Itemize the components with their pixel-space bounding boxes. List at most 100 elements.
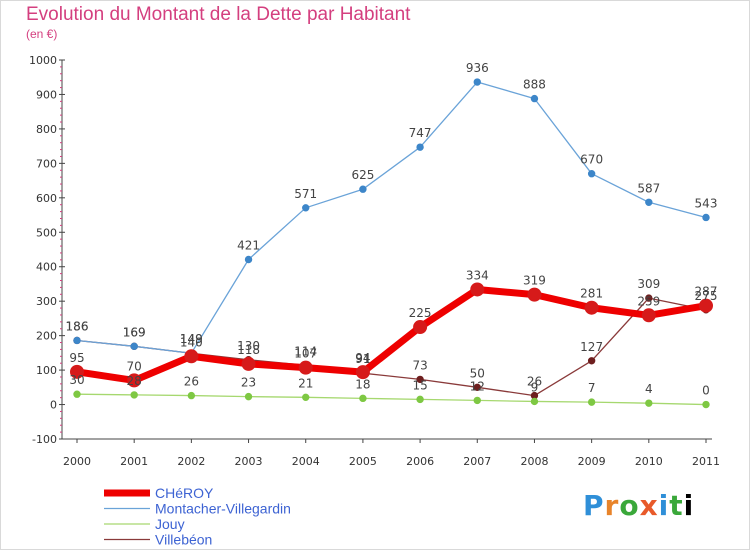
series-line — [76, 393, 707, 406]
data-point — [70, 364, 84, 379]
x-tick-label: 2009 — [578, 455, 606, 468]
data-label: 114 — [294, 344, 317, 358]
data-point — [302, 204, 310, 212]
x-tick-label: 2006 — [406, 455, 434, 468]
data-label: 149 — [180, 332, 203, 346]
data-point — [587, 357, 596, 365]
data-point — [645, 294, 653, 302]
unit-label: (en €) — [26, 27, 58, 41]
data-point — [355, 365, 370, 380]
x-tick-label: 2001 — [120, 455, 148, 468]
data-label: 73 — [412, 358, 427, 372]
data-label: 91 — [355, 352, 370, 366]
data-point — [184, 349, 199, 364]
data-point — [702, 400, 710, 409]
y-tick-label: 300 — [36, 295, 57, 308]
y-tick-label: 0 — [50, 399, 57, 412]
data-point — [187, 391, 196, 400]
logo-letter: x — [639, 489, 659, 522]
data-label: 275 — [695, 289, 718, 303]
data-point — [584, 300, 599, 315]
data-label: 94 — [355, 351, 370, 365]
x-tick-label: 2008 — [520, 455, 548, 468]
data-label: 670 — [580, 153, 603, 167]
x-tick-label: 2011 — [692, 455, 720, 468]
data-label: 70 — [127, 359, 142, 373]
data-point — [587, 170, 596, 178]
data-label: 26 — [527, 375, 542, 389]
x-tick-label: 2002 — [177, 455, 205, 468]
data-label: 149 — [180, 332, 203, 346]
data-label: 186 — [66, 319, 89, 333]
x-tick-label: 2010 — [635, 455, 663, 468]
data-point — [702, 213, 710, 222]
data-point — [416, 375, 424, 384]
data-point — [641, 308, 656, 323]
y-tick-label: 500 — [36, 226, 57, 239]
x-tick-label: 2000 — [63, 455, 91, 468]
data-point — [130, 391, 138, 399]
data-label: 7 — [588, 381, 596, 395]
data-label: 21 — [298, 376, 313, 390]
data-point — [416, 143, 424, 151]
data-label: 169 — [123, 325, 146, 339]
y-tick-label: 1000 — [29, 54, 57, 67]
data-label: 169 — [123, 325, 146, 339]
data-point — [127, 373, 142, 388]
data-point — [298, 360, 313, 375]
data-label: 4 — [645, 382, 653, 396]
data-point — [645, 198, 653, 206]
data-label: 26 — [184, 375, 199, 389]
data-label: 23 — [241, 376, 256, 390]
data-point — [473, 396, 481, 405]
logo-letter: r — [604, 489, 620, 522]
y-tick-label: 200 — [36, 330, 57, 343]
data-label: 309 — [637, 277, 660, 291]
data-label: 9 — [531, 380, 539, 394]
data-label: 747 — [409, 126, 432, 140]
data-label: 936 — [466, 61, 489, 75]
x-tick-label: 2003 — [235, 455, 263, 468]
data-label: 625 — [351, 168, 374, 182]
data-label: 12 — [470, 379, 485, 393]
data-point — [587, 398, 596, 406]
data-point — [73, 390, 81, 398]
logo-letter: i — [658, 489, 670, 522]
y-tick-label: 600 — [36, 192, 57, 205]
data-label: 0 — [702, 384, 710, 398]
data-label: 140 — [180, 335, 203, 349]
data-point — [302, 393, 310, 402]
data-label: 186 — [66, 319, 89, 333]
data-point — [530, 94, 539, 103]
data-label: 225 — [409, 306, 432, 320]
data-point — [699, 298, 713, 313]
data-point — [473, 383, 481, 392]
data-label: 259 — [637, 294, 660, 308]
data-label: 587 — [637, 181, 660, 195]
data-label: 281 — [580, 287, 603, 301]
data-point — [473, 78, 481, 86]
x-tick-label: 2005 — [349, 455, 377, 468]
data-label: 543 — [695, 196, 718, 210]
logo-letter: t — [669, 489, 684, 522]
data-point — [130, 342, 138, 351]
legend-label: Montacher-Villegardin — [155, 501, 291, 517]
data-label: 30 — [69, 373, 84, 387]
data-point — [645, 399, 653, 407]
data-label: 95 — [69, 351, 84, 365]
data-point — [416, 395, 424, 404]
data-label: 287 — [695, 285, 718, 299]
chart-title: Evolution du Montant de la Dette par Hab… — [26, 4, 411, 25]
data-label: 15 — [412, 378, 427, 392]
logo-letter: o — [619, 489, 640, 522]
data-point — [470, 282, 485, 297]
legend-label: Villebéon — [155, 532, 212, 548]
data-point — [359, 394, 367, 403]
data-label: 127 — [580, 340, 603, 354]
data-point — [241, 356, 256, 371]
y-tick-label: 700 — [36, 157, 57, 170]
logo-letter: i — [683, 489, 695, 522]
data-label: 571 — [294, 187, 317, 201]
series-line — [76, 81, 707, 354]
data-point — [413, 320, 428, 335]
